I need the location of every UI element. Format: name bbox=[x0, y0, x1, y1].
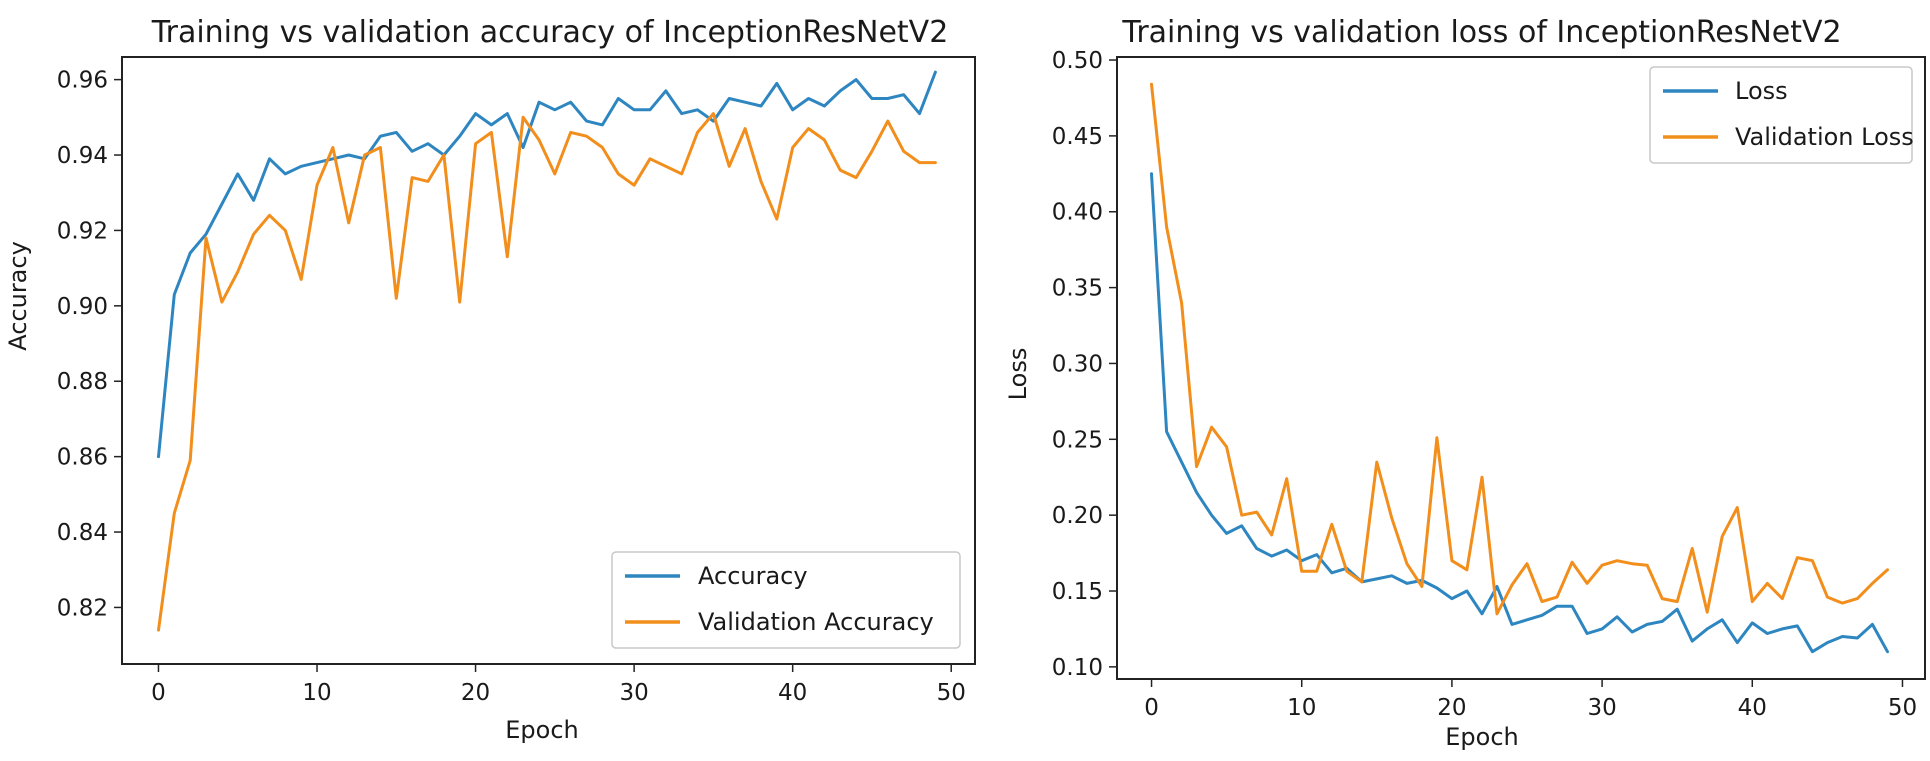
y-tick-label: 0.90 bbox=[57, 294, 108, 320]
x-tick-label: 50 bbox=[1888, 695, 1917, 721]
y-tick-label: 0.88 bbox=[57, 369, 108, 395]
y-tick-label: 0.96 bbox=[57, 68, 108, 94]
legend-label-accuracy: Accuracy bbox=[698, 562, 808, 590]
legend-label-validation-accuracy: Validation Accuracy bbox=[698, 608, 934, 636]
accuracy-chart: Training vs validation accuracy of Incep… bbox=[4, 15, 976, 744]
x-axis-label: Epoch bbox=[505, 716, 579, 744]
x-axis-label: Epoch bbox=[1445, 723, 1519, 751]
loss-chart: Training vs validation loss of Inception… bbox=[1004, 15, 1926, 751]
legend-box bbox=[611, 551, 961, 649]
y-tick-label: 0.86 bbox=[57, 445, 108, 471]
x-tick-label: 50 bbox=[937, 680, 966, 706]
y-tick-label: 0.40 bbox=[1052, 200, 1103, 226]
x-tick-label: 30 bbox=[619, 680, 648, 706]
chart-title: Training vs validation accuracy of Incep… bbox=[151, 15, 949, 50]
y-tick-label: 0.30 bbox=[1052, 351, 1103, 377]
x-tick-label: 30 bbox=[1587, 695, 1616, 721]
x-tick-label: 20 bbox=[461, 680, 490, 706]
chart-title: Training vs validation loss of Inception… bbox=[1121, 15, 1841, 50]
series-line-validation-accuracy bbox=[157, 112, 937, 632]
legend: Loss Validation Loss bbox=[1649, 66, 1914, 164]
y-tick-label: 0.25 bbox=[1052, 427, 1103, 453]
x-tick-label: 0 bbox=[1144, 695, 1159, 721]
y-tick-label: 0.10 bbox=[1052, 655, 1103, 681]
x-tick-label: 20 bbox=[1437, 695, 1466, 721]
y-tick-label: 0.20 bbox=[1052, 503, 1103, 529]
y-tick-label: 0.35 bbox=[1052, 276, 1103, 302]
y-tick-label: 0.15 bbox=[1052, 579, 1103, 605]
y-tick-label: 0.82 bbox=[57, 595, 108, 621]
x-tick-label: 10 bbox=[1287, 695, 1316, 721]
legend-label-validation-loss: Validation Loss bbox=[1735, 123, 1914, 151]
x-tick-label: 40 bbox=[778, 680, 807, 706]
y-tick-label: 0.50 bbox=[1052, 48, 1103, 74]
x-tick-label: 40 bbox=[1738, 695, 1767, 721]
y-tick-label: 0.92 bbox=[57, 218, 108, 244]
series-line-validation-loss bbox=[1150, 82, 1889, 616]
x-tick-label: 10 bbox=[302, 680, 331, 706]
legend-label-loss: Loss bbox=[1735, 77, 1788, 105]
y-axis-label: Loss bbox=[1004, 348, 1032, 401]
y-axis-label: Accuracy bbox=[4, 241, 32, 351]
plot-area-frame bbox=[1116, 56, 1926, 680]
series-line-accuracy bbox=[157, 70, 937, 459]
y-tick-label: 0.84 bbox=[57, 520, 108, 546]
y-tick-label: 0.45 bbox=[1052, 124, 1103, 150]
plot-area-frame bbox=[121, 56, 976, 665]
y-tick-label: 0.94 bbox=[57, 143, 108, 169]
x-tick-label: 0 bbox=[151, 680, 166, 706]
series-line-loss bbox=[1150, 172, 1889, 654]
legend: Accuracy Validation Accuracy bbox=[611, 551, 961, 649]
